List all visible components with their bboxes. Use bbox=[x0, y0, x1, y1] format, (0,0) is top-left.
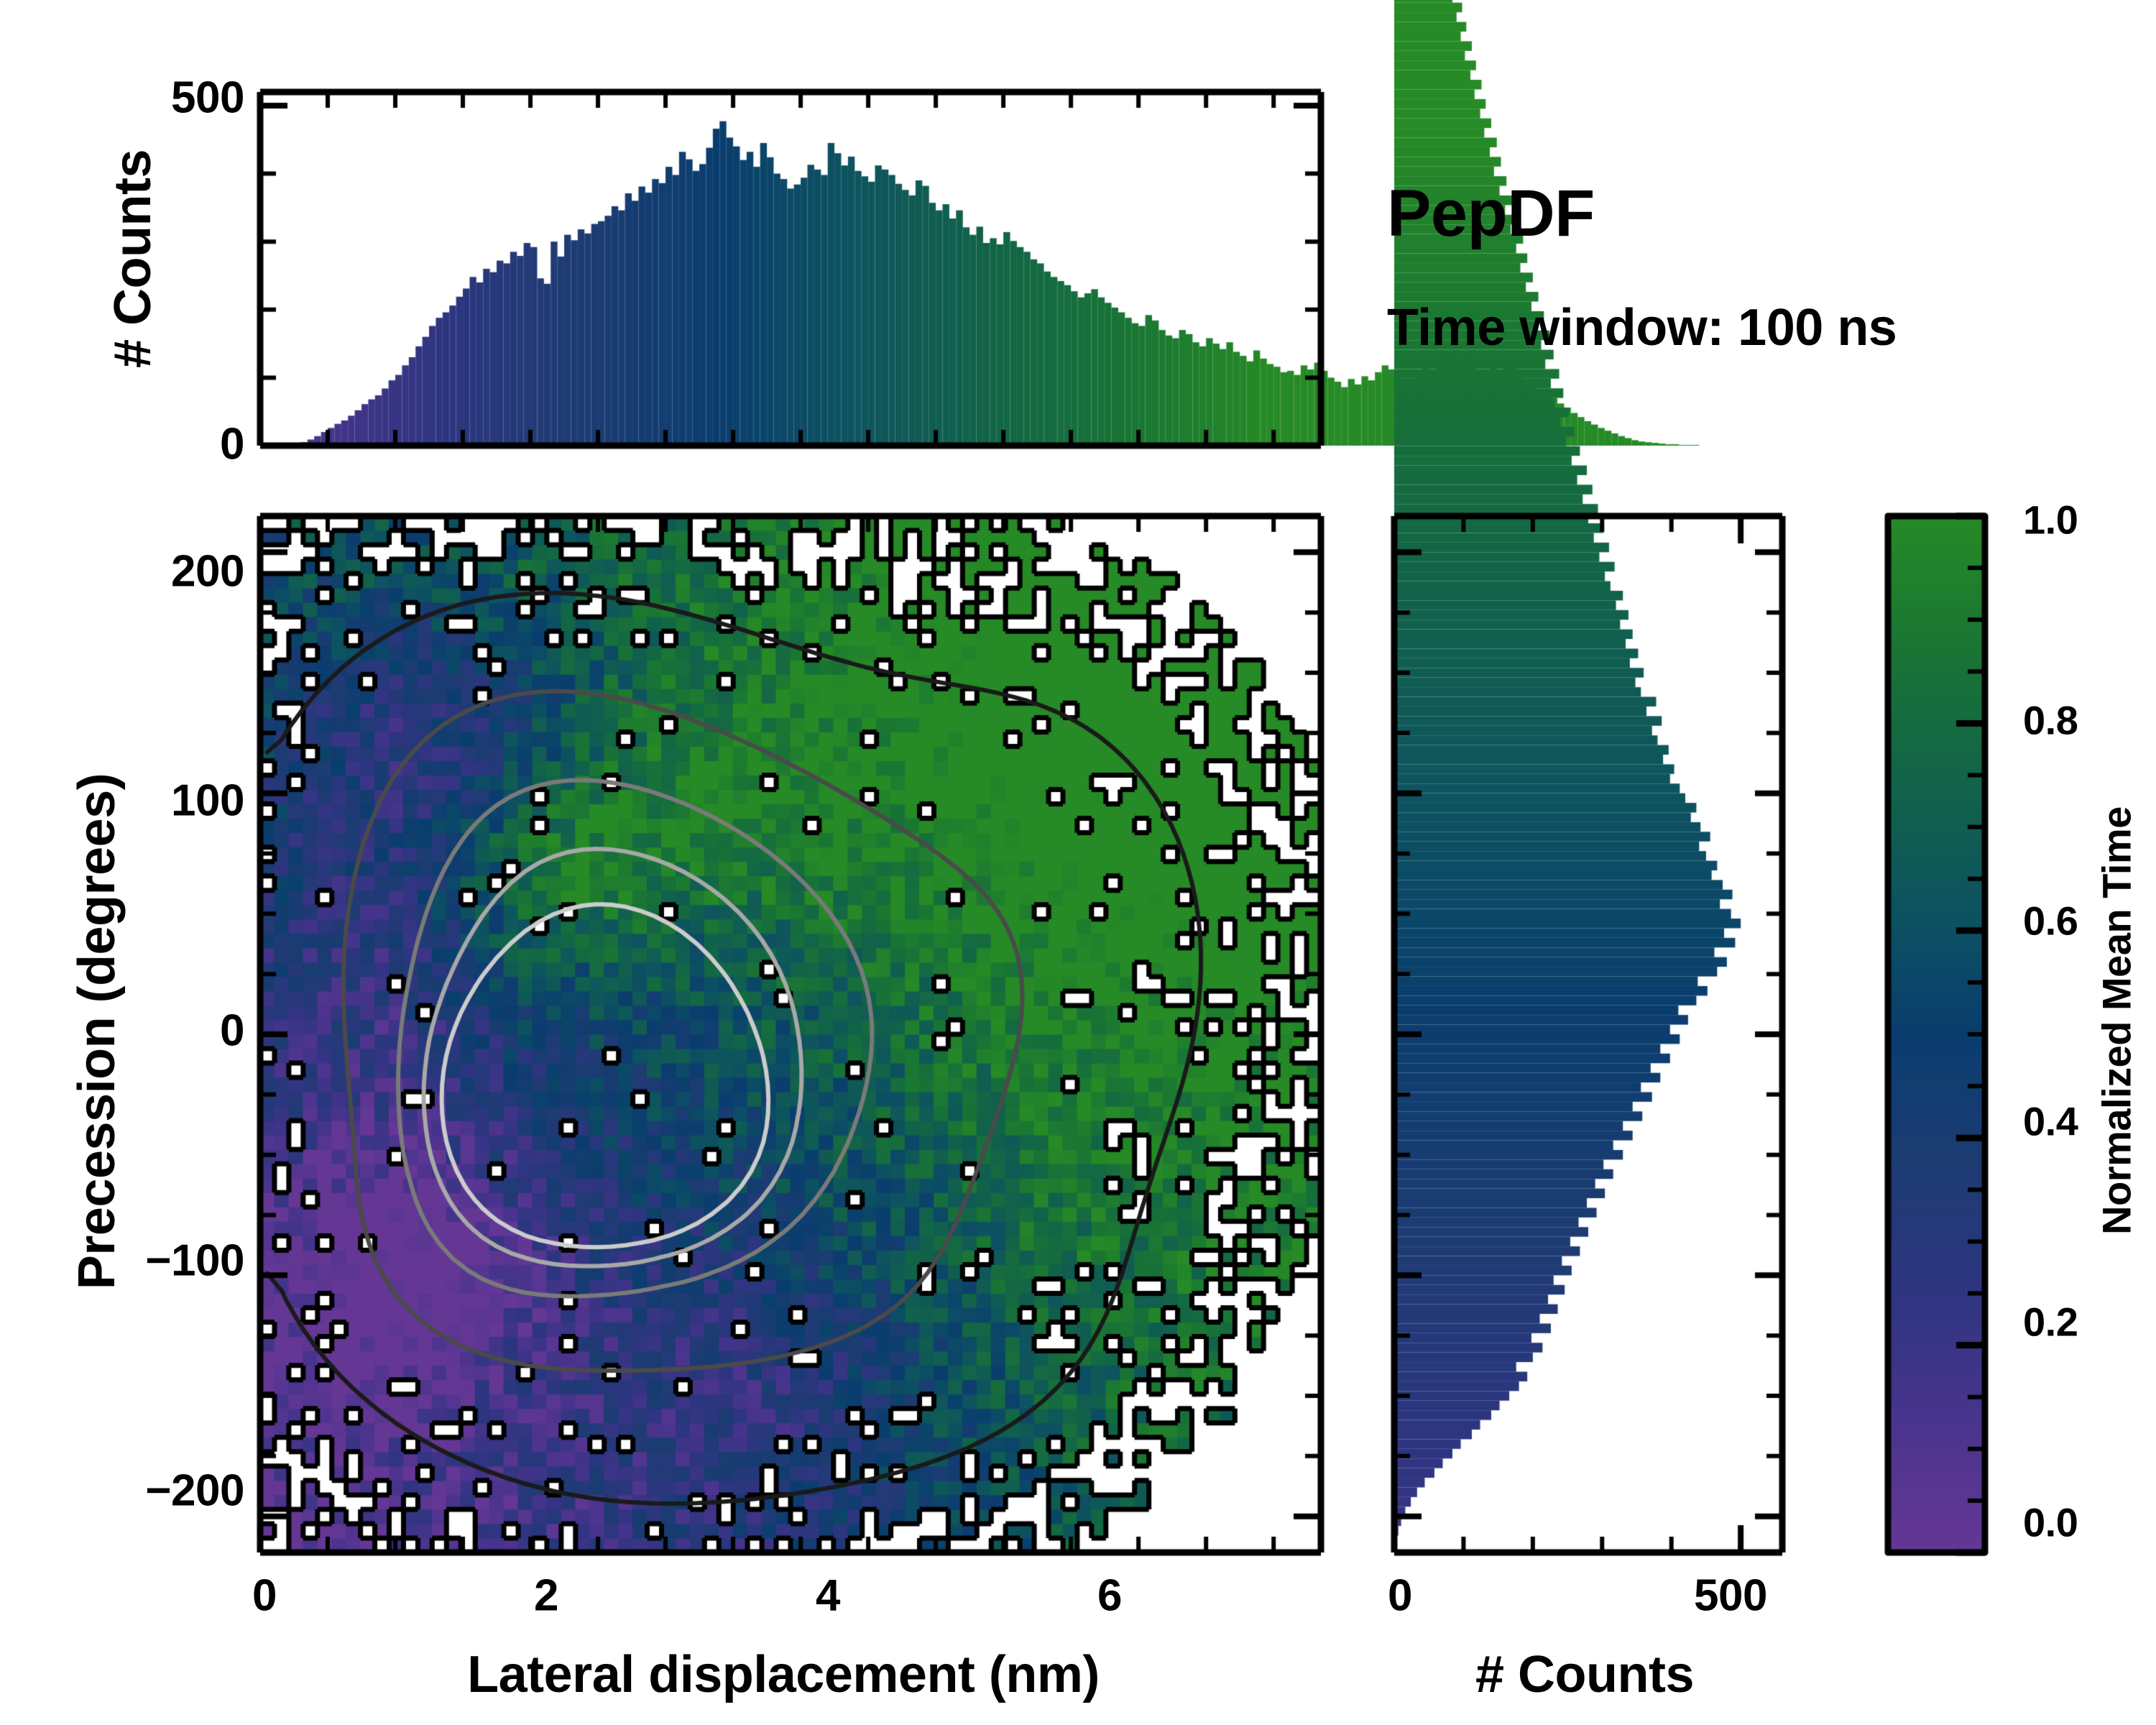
main-xtick-0: 0 bbox=[252, 1570, 277, 1621]
colorbar-label: Normalized Mean Time bbox=[2093, 806, 2139, 1235]
colorbar-tick-0.2: 0.2 bbox=[2023, 1299, 2078, 1345]
main-ytick-100: 100 bbox=[171, 776, 244, 826]
page-title: PepDF bbox=[1387, 177, 1595, 250]
right-hist-xlabel: # Counts bbox=[1475, 1646, 1695, 1703]
main-ytick--200: −200 bbox=[145, 1466, 244, 1516]
right-hist-xtick-0: 0 bbox=[1388, 1570, 1412, 1621]
colorbar-tick-0.6: 0.6 bbox=[2023, 898, 2078, 944]
main-ytick--100: −100 bbox=[145, 1236, 244, 1286]
colorbar-tick-1.0: 1.0 bbox=[2023, 497, 2078, 543]
main-xlabel: Lateral displacement (nm) bbox=[467, 1646, 1100, 1703]
main-xtick-6: 6 bbox=[1097, 1570, 1122, 1621]
time-window-subtitle: Time window: 100 ns bbox=[1387, 299, 1897, 356]
colorbar-tick-0.0: 0.0 bbox=[2023, 1499, 2078, 1545]
colorbar-tick-0.8: 0.8 bbox=[2023, 697, 2078, 743]
main-ylabel: Precession (degrees) bbox=[68, 773, 126, 1290]
top-hist-ytick-500: 500 bbox=[171, 73, 244, 123]
main-xtick-4: 4 bbox=[816, 1570, 840, 1621]
main-ytick-200: 200 bbox=[171, 546, 244, 597]
right-hist-xtick-500: 500 bbox=[1694, 1570, 1767, 1621]
top-hist-ytick-0: 0 bbox=[220, 419, 244, 469]
main-ytick-0: 0 bbox=[220, 1006, 244, 1056]
colorbar-tick-0.4: 0.4 bbox=[2023, 1098, 2078, 1144]
main-xtick-2: 2 bbox=[534, 1570, 558, 1621]
top-hist-ylabel: # Counts bbox=[104, 149, 162, 369]
